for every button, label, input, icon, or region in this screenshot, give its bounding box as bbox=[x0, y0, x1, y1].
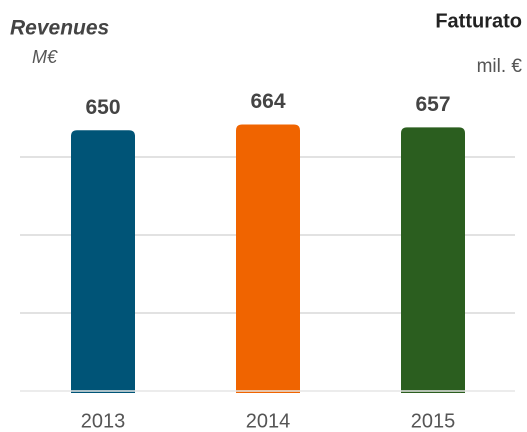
chart-title-it: Fatturato bbox=[435, 10, 522, 32]
bar bbox=[236, 124, 300, 393]
bar bbox=[401, 127, 465, 394]
chart-subtitle: M€ bbox=[32, 47, 58, 67]
x-tick-label: 2014 bbox=[246, 410, 291, 432]
value-label: 664 bbox=[250, 90, 285, 113]
x-tick-label: 2015 bbox=[411, 410, 456, 432]
chart-subtitle-it: mil. € bbox=[477, 56, 523, 77]
bar bbox=[71, 130, 135, 393]
x-tick-label: 2013 bbox=[81, 410, 126, 432]
value-label: 650 bbox=[85, 96, 120, 119]
value-label: 657 bbox=[415, 93, 450, 116]
chart-title: Revenues bbox=[10, 17, 109, 40]
